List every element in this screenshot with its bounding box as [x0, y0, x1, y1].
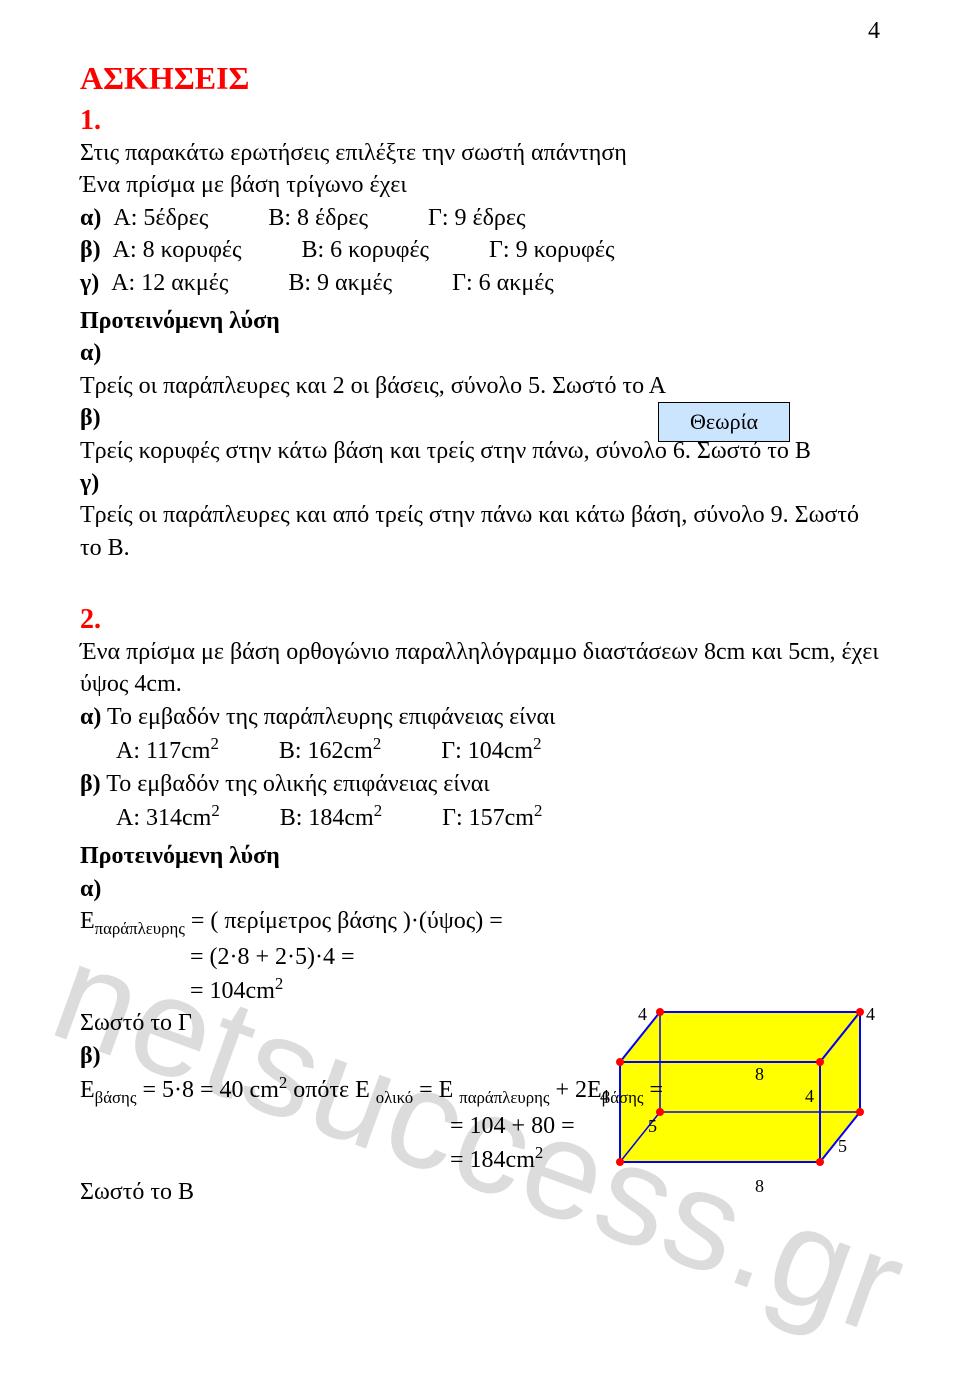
ex2-qb-options: Α: 314cm2 Β: 184cm2 Γ: 157cm2 [80, 800, 880, 834]
ex1-qb-label: β) [80, 237, 101, 263]
ex2-sol-line1: Επαράπλευρης = ( περίμετρος βάσης )·(ύψο… [80, 905, 880, 940]
ex2-sol-b-label: β) [80, 1040, 880, 1072]
ex2-qb-c: Γ: 157cm [442, 805, 534, 831]
ex1-qa-a: Α: 5έδρες [113, 205, 208, 231]
ex2-qb-text: Το εμβαδόν της ολικής επιφάνειας είναι [106, 771, 490, 797]
ex2-sol-line6: = 184cm2 [80, 1142, 880, 1176]
ex1-qa-b: Β: 8 έδρες [268, 202, 368, 234]
ex2-qa-line: α) Το εμβαδόν της παράπλευρης επιφάνειας… [80, 701, 880, 733]
ex2-sol-line3: = 104cm2 [80, 973, 880, 1007]
ex1-qa-c: Γ: 9 έδρες [428, 202, 526, 234]
ex2-qa-text: Το εμβαδόν της παράπλευρης επιφάνειας εί… [107, 704, 556, 730]
ex2-prompt: Ένα πρίσμα με βάση ορθογώνιο παραλληλόγρ… [80, 636, 880, 701]
page-title: ΑΣΚΗΣΕΙΣ [80, 60, 880, 97]
ex1-qc-b: Β: 9 ακμές [288, 267, 392, 299]
theory-box[interactable]: Θεωρία [658, 402, 790, 442]
ex1-qb-a: Α: 8 κορυφές [113, 237, 242, 263]
ex1-sol-a-text: Τρείς οι παράπλευρες και 2 οι βάσεις, σύ… [80, 370, 880, 402]
ex1-question-b: β) Α: 8 κορυφές Β: 6 κορυφές Γ: 9 κορυφέ… [80, 234, 880, 266]
ex1-qb-b: Β: 6 κορυφές [302, 234, 430, 266]
ex2-solution-label: Προτεινόμενη λύση [80, 840, 880, 872]
ex1-qb-c: Γ: 9 κορυφές [489, 234, 614, 266]
ex1-qc-label: γ) [80, 270, 99, 296]
ex1-sol-c-label: γ) [80, 467, 880, 499]
ex2-qb-b: Β: 184cm [280, 805, 374, 831]
ex2-sol-line5: = 104 + 80 = [80, 1110, 880, 1142]
ex1-qc-c: Γ: 6 ακμές [452, 267, 554, 299]
ex1-sol-a-label: α) [80, 337, 880, 369]
ex1-question-a: α) Α: 5έδρες Β: 8 έδρες Γ: 9 έδρες [80, 202, 880, 234]
ex1-solution-label: Προτεινόμενη λύση [80, 305, 880, 337]
ex2-qb-line: β) Το εμβαδόν της ολικής επιφάνειας είνα… [80, 768, 880, 800]
ex1-qa-label: α) [80, 205, 101, 231]
ex2-sol-line4: Εβάσης = 5·8 = 40 cm2 οπότε Ε ολικό = Ε … [80, 1072, 880, 1109]
ex2-ans-b: Σωστό το Β [80, 1176, 880, 1208]
ex2-qa-a: Α: 117cm [116, 738, 210, 764]
page-number: 4 [868, 18, 880, 45]
ex2-qa-c: Γ: 104cm [441, 738, 533, 764]
ex2-sol-a-label: α) [80, 873, 880, 905]
ex2-qa-b: Β: 162cm [279, 738, 373, 764]
ex2-qa-options: Α: 117cm2 Β: 162cm2 Γ: 104cm2 [80, 733, 880, 767]
ex2-sol-line2: = (2·8 + 2·5)·4 = [80, 941, 880, 973]
theory-label: Θεωρία [690, 409, 758, 435]
ex2-qb-a: Α: 314cm [116, 805, 211, 831]
ex1-qc-a: Α: 12 ακμές [111, 270, 228, 296]
ex2-qa-label: α) [80, 704, 101, 730]
ex1-question-c: γ) Α: 12 ακμές Β: 9 ακμές Γ: 6 ακμές [80, 267, 880, 299]
ex1-prompt-2: Ένα πρίσμα με βάση τρίγωνο έχει [80, 169, 880, 201]
ex1-sol-c-text: Τρείς οι παράπλευρες και από τρείς στην … [80, 499, 880, 564]
ex2-ans-a: Σωστό το Γ [80, 1007, 880, 1039]
ex1-prompt-1: Στις παρακάτω ερωτήσεις επιλέξτε την σωσ… [80, 137, 880, 169]
ex2-qb-label: β) [80, 771, 101, 797]
exercise-1-number: 1. [80, 105, 880, 137]
exercise-2-number: 2. [80, 604, 880, 636]
